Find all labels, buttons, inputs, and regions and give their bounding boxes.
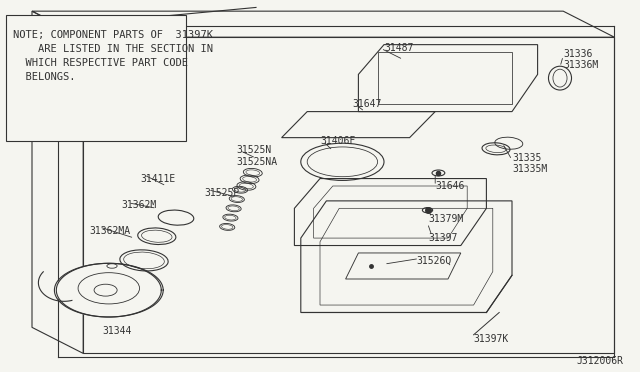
Text: 31397K: 31397K: [474, 334, 509, 343]
Text: 31647: 31647: [352, 99, 381, 109]
Text: 31362M: 31362M: [122, 200, 157, 209]
Text: 31406F: 31406F: [320, 137, 355, 146]
Text: 31397: 31397: [429, 233, 458, 243]
Text: 31526Q: 31526Q: [416, 256, 451, 265]
Text: 31336
31336M: 31336 31336M: [563, 49, 598, 70]
Ellipse shape: [432, 170, 445, 176]
Text: 31525P: 31525P: [205, 189, 240, 198]
Text: NOTE; COMPONENT PARTS OF  31397K
    ARE LISTED IN THE SECTION IN
  WHICH RESPEC: NOTE; COMPONENT PARTS OF 31397K ARE LIST…: [13, 30, 212, 82]
Text: 31646: 31646: [435, 181, 465, 191]
Text: J312006R: J312006R: [576, 356, 623, 366]
Text: 31379M: 31379M: [429, 215, 464, 224]
Text: 31525N
31525NA: 31525N 31525NA: [237, 145, 278, 167]
Text: 31487: 31487: [384, 44, 413, 53]
Text: 31335
31335M: 31335 31335M: [512, 153, 547, 174]
Text: 31344: 31344: [102, 326, 132, 336]
Text: 31362MA: 31362MA: [90, 226, 131, 235]
Text: 31411E: 31411E: [141, 174, 176, 183]
FancyBboxPatch shape: [6, 15, 186, 141]
Polygon shape: [56, 263, 161, 317]
